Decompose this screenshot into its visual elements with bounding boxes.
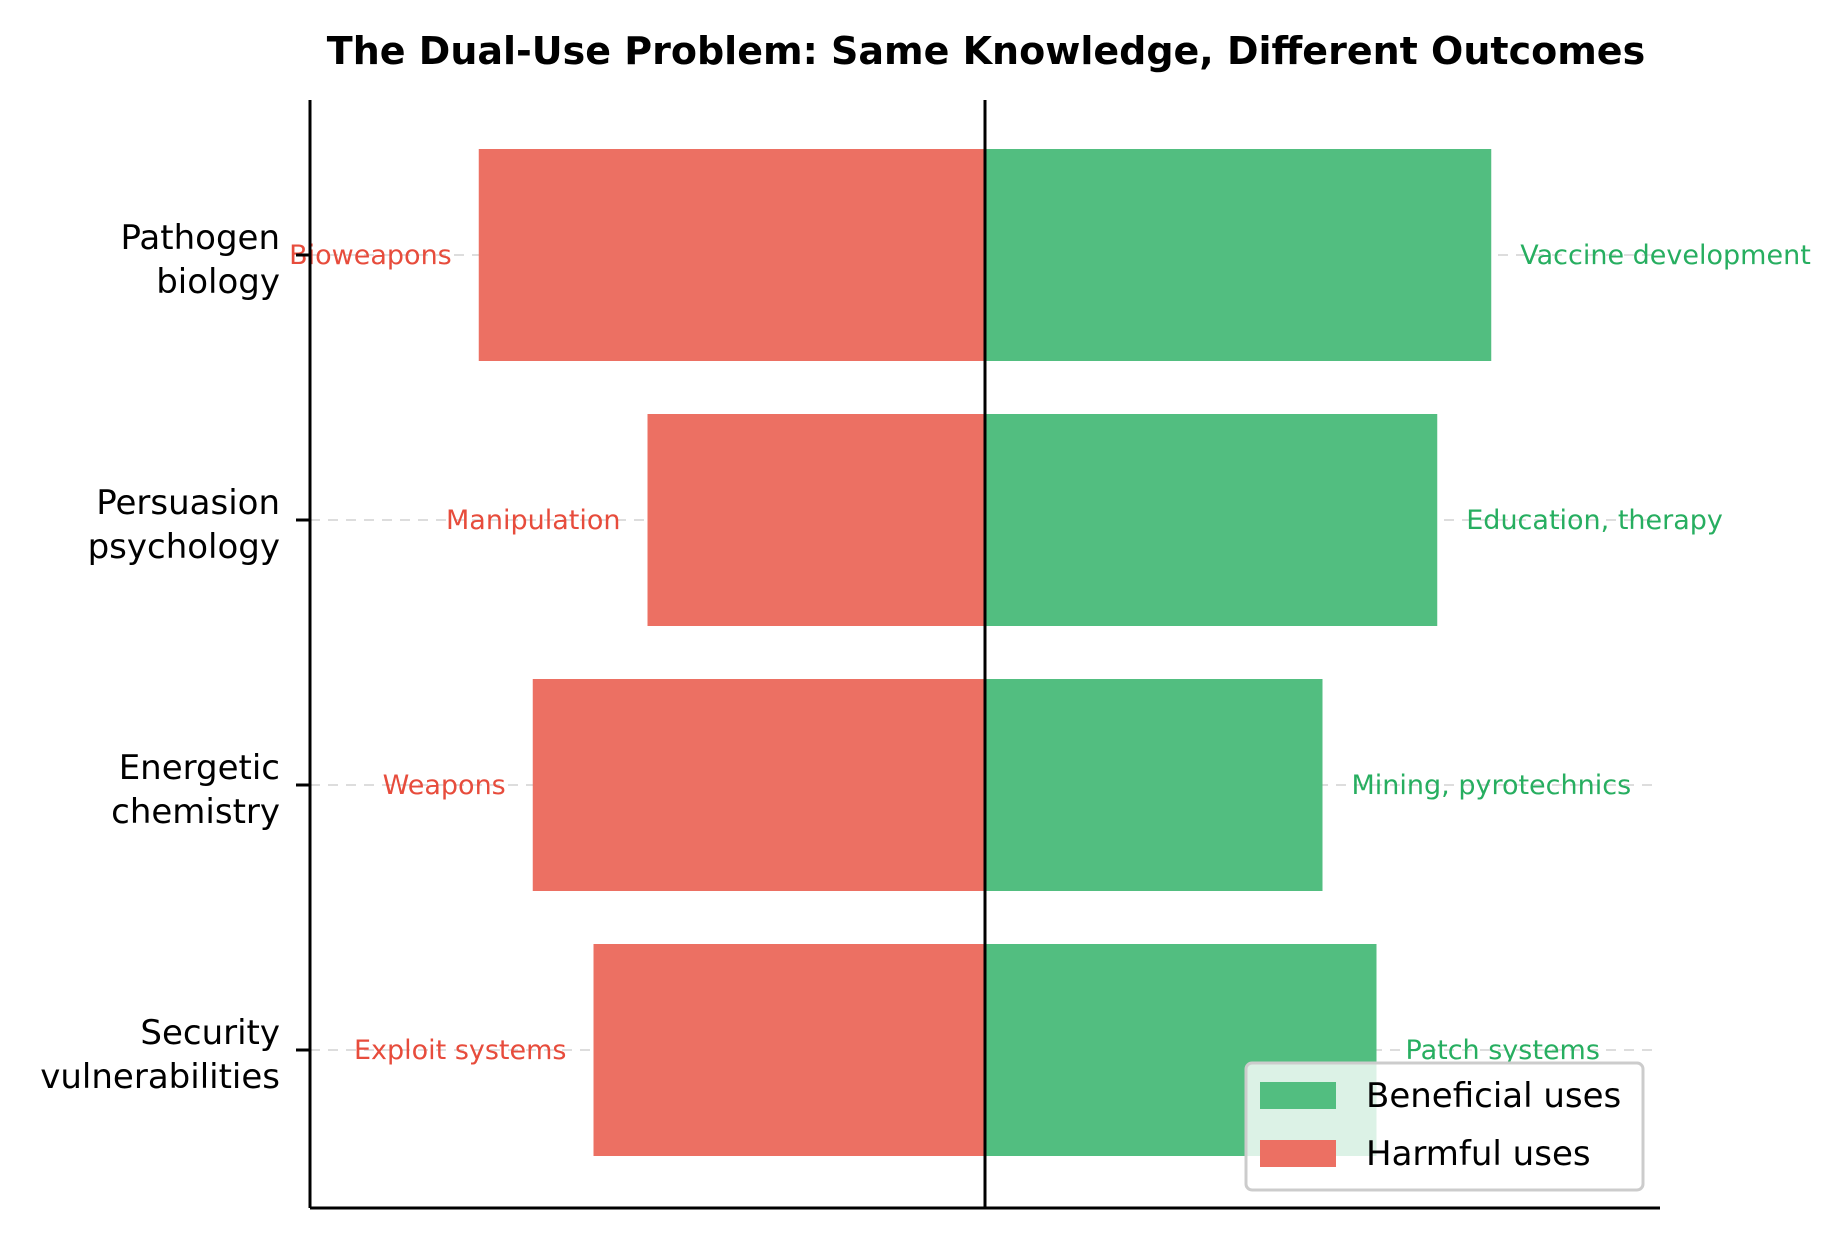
legend-entry: Beneficial uses xyxy=(1366,1076,1621,1116)
beneficial-bar xyxy=(985,149,1492,361)
beneficial-use-label: Patch systems xyxy=(1406,1035,1600,1066)
beneficial-use-label: Vaccine development xyxy=(1520,240,1811,271)
legend: Beneficial uses Harmful uses xyxy=(1244,1061,1645,1192)
harmful-use-label: Bioweapons xyxy=(289,240,452,271)
category-label: Persuasion psychology xyxy=(88,483,280,567)
beneficial-use-label: Education, therapy xyxy=(1466,505,1723,536)
axes-layer xyxy=(296,100,1660,1210)
chart-title: The Dual-Use Problem: Same Knowledge, Di… xyxy=(327,29,1645,73)
legend-entry: Harmful uses xyxy=(1366,1134,1591,1174)
harmful-use-label: Weapons xyxy=(383,770,506,801)
harmful-bar xyxy=(593,944,985,1156)
bars-layer xyxy=(478,149,1492,1156)
category-label: Energetic chemistry xyxy=(111,748,280,832)
legend-box xyxy=(1244,1061,1645,1192)
legend-swatch xyxy=(1260,1140,1336,1167)
beneficial-use-label: Mining, pyrotechnics xyxy=(1352,770,1632,801)
harmful-use-label: Exploit systems xyxy=(354,1035,567,1066)
category-label: Security vulnerabilities xyxy=(40,1013,280,1097)
harmful-bar xyxy=(647,414,985,626)
beneficial-bar xyxy=(985,679,1323,891)
harmful-use-label: Manipulation xyxy=(446,505,620,536)
harmful-bar xyxy=(532,679,985,891)
labels-layer: Bioweapons Vaccine development Pathogen bio… xyxy=(40,218,1811,1097)
category-label: Pathogen biology xyxy=(120,218,280,302)
legend-swatch xyxy=(1260,1082,1336,1109)
harmful-bar xyxy=(478,149,985,361)
beneficial-bar xyxy=(985,414,1438,626)
